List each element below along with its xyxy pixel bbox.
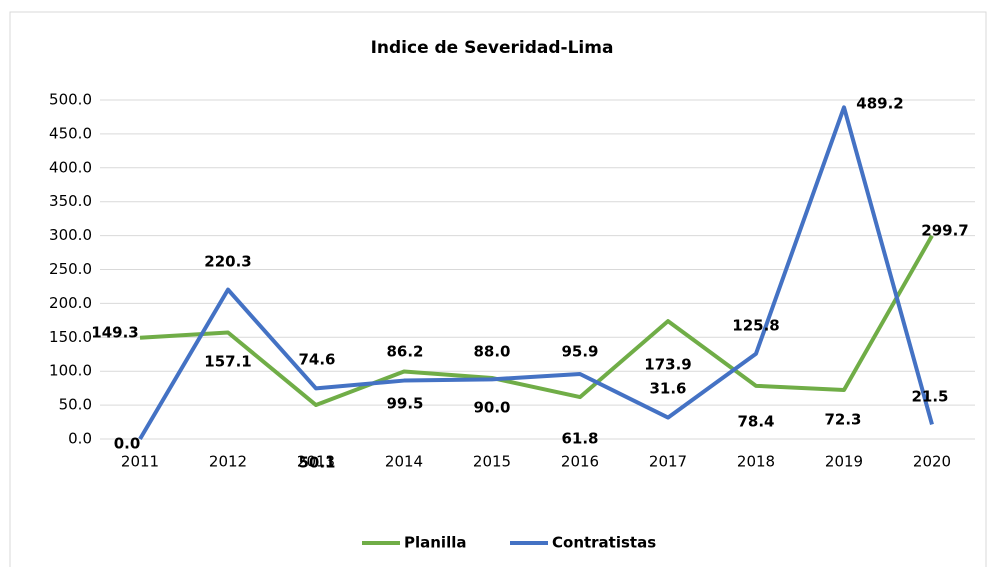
data-label: 50.1 <box>298 454 335 472</box>
chart-title: Indice de Severidad-Lima <box>371 38 614 58</box>
x-tick-label: 2018 <box>737 453 775 471</box>
y-tick-label: 250.0 <box>49 260 92 278</box>
y-tick-label: 500.0 <box>49 91 92 109</box>
data-label: 61.8 <box>561 430 598 448</box>
data-label: 88.0 <box>473 343 510 361</box>
series-line <box>138 105 934 441</box>
legend-label: Contratistas <box>552 534 656 552</box>
data-label: 99.5 <box>386 395 423 413</box>
x-tick-label: 2017 <box>649 453 687 471</box>
x-tick-label: 2015 <box>473 453 511 471</box>
x-tick-label: 2012 <box>209 453 247 471</box>
data-label: 72.3 <box>824 411 861 429</box>
y-tick-label: 50.0 <box>59 396 92 414</box>
y-tick-label: 300.0 <box>49 226 92 244</box>
y-tick-label: 400.0 <box>49 158 92 176</box>
data-label: 157.1 <box>204 353 251 371</box>
data-label: 78.4 <box>737 413 774 431</box>
data-label: 21.5 <box>911 388 948 406</box>
data-label: 299.7 <box>921 222 968 240</box>
data-label: 220.3 <box>204 253 251 271</box>
y-tick-label: 450.0 <box>49 124 92 142</box>
data-label: 95.9 <box>561 343 598 361</box>
x-tick-label: 2016 <box>561 453 599 471</box>
data-label: 31.6 <box>649 380 686 398</box>
y-tick-label: 350.0 <box>49 192 92 210</box>
data-label: 173.9 <box>644 356 691 374</box>
chart-frame <box>9 11 987 567</box>
y-tick-label: 200.0 <box>49 294 92 312</box>
y-tick-label: 150.0 <box>49 328 92 346</box>
y-tick-label: 100.0 <box>49 362 92 380</box>
x-tick-label: 2014 <box>385 453 423 471</box>
data-label: 0.0 <box>114 435 141 453</box>
x-tick-label: 2020 <box>913 453 951 471</box>
data-label: 125.8 <box>732 317 779 335</box>
x-tick-label: 2011 <box>121 453 159 471</box>
series-line <box>139 234 934 408</box>
data-label: 149.3 <box>91 324 138 342</box>
x-tick-label: 2019 <box>825 453 863 471</box>
x-tick-label: 2013 <box>297 453 335 471</box>
data-label: 489.2 <box>856 95 903 113</box>
data-label: 90.0 <box>473 399 510 417</box>
data-label: 86.2 <box>386 343 423 361</box>
data-label: 74.6 <box>298 351 335 369</box>
y-tick-label: 0.0 <box>68 430 92 448</box>
legend-label: Planilla <box>404 534 466 552</box>
